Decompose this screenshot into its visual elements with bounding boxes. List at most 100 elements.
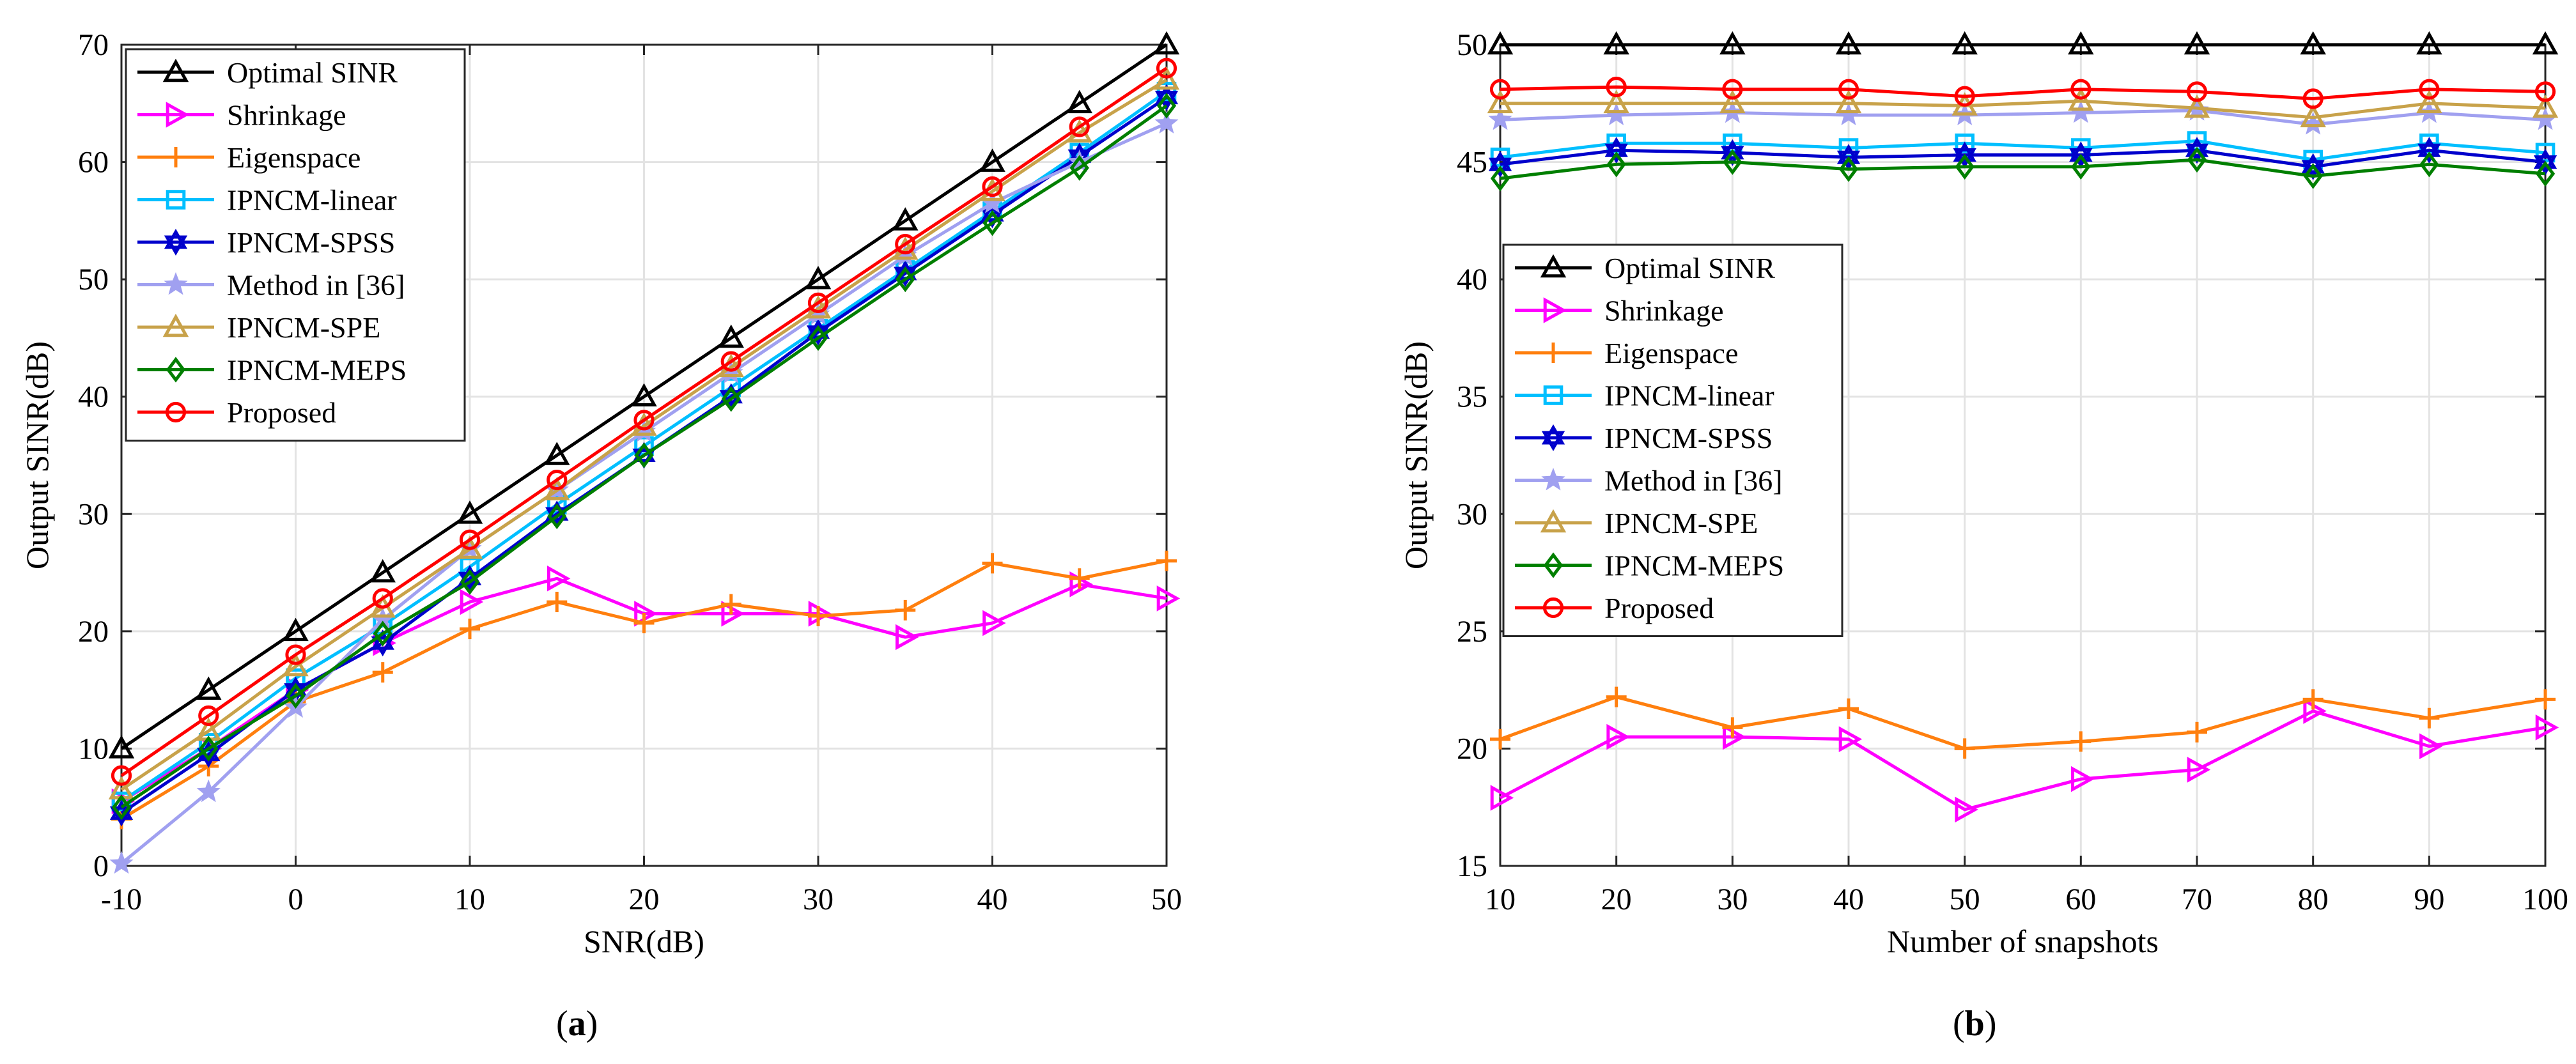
panel-b-series-shrinkage-point <box>1838 726 1863 752</box>
panel-a-series-optimal-sinr-point <box>283 617 309 642</box>
panel-b-legend-label: IPNCM-SPSS <box>1604 422 1773 454</box>
panel-a-series-proposed-point <box>459 529 481 550</box>
panel-a-series-ipncm-meps-point <box>721 386 741 412</box>
panel-b-legend-label: Optimal SINR <box>1604 252 1775 284</box>
panel-a-legend-item-ipncm-linear: IPNCM-linear <box>137 184 397 217</box>
panel-a-series-proposed-point <box>720 351 741 372</box>
panel-a-series-proposed <box>111 58 1177 786</box>
panel-a-series-proposed-point <box>198 705 219 727</box>
panel-b-series-shrinkage-point <box>2535 714 2559 741</box>
panel-a-ytick-label: 70 <box>78 28 109 62</box>
panel-b-xtick-label: 70 <box>2182 883 2212 916</box>
panel-a-series-ipncm-spe-line <box>120 78 1168 791</box>
panel-a-xtick-label: -10 <box>101 883 142 916</box>
panel-a-series-eigenspace-point <box>372 662 393 683</box>
panel-b-legend-marker <box>1540 509 1567 533</box>
panel-b-series-ipncm-meps-point <box>2419 151 2439 178</box>
panel-b-series-proposed-point <box>2419 79 2440 100</box>
panel-b-series-shrinkage-point <box>1606 723 1630 750</box>
panel-b-series-ipncm-spe-point <box>2184 94 2210 118</box>
panel-a-legend-label: Eigenspace <box>227 141 361 174</box>
panel-b-legend-item-optimal-sinr: Optimal SINR <box>1515 252 1775 284</box>
panel-a-series-optimal-sinr-point <box>631 383 657 407</box>
panel-a-series-eigenspace-point <box>547 591 568 612</box>
panel-b-legend-label: IPNCM-SPE <box>1604 507 1758 539</box>
panel-a-legend-label: IPNCM-MEPS <box>227 354 407 387</box>
panel-a-series-optimal-sinr-point <box>544 442 570 465</box>
panel-a-xtick-label: 20 <box>629 883 660 916</box>
panel-a-series-ipncm-meps <box>111 93 1177 821</box>
panel-b-series-optimal-sinr-point <box>2300 31 2326 55</box>
panel-b-legend-label: Proposed <box>1604 592 1714 624</box>
panel-b-series-eigenspace-point <box>1838 698 1859 720</box>
panel-a-series-proposed-point <box>372 588 393 609</box>
panel-a-ytick-label: 20 <box>78 615 109 649</box>
panel-b-ytick-label: 35 <box>1457 380 1487 414</box>
panel-b-series-eigenspace-point <box>1606 686 1627 707</box>
panel-b-legend-item-ipncm-linear: IPNCM-linear <box>1515 380 1774 412</box>
panel-a-series-ipncm-meps-point <box>286 682 306 709</box>
panel-b-series-method-in-36-point <box>1488 107 1512 130</box>
panel-b-series-ipncm-spe <box>1487 87 2559 128</box>
panel-b-series-shrinkage-point <box>1955 796 1978 823</box>
panel-a-letter: a <box>568 1004 586 1044</box>
panel-b-series-ipncm-meps <box>1490 146 2556 192</box>
panel-b-series-ipncm-linear-point <box>1490 147 1510 167</box>
panel-b-series-optimal-sinr-point <box>1487 31 1514 55</box>
panel-b-xtick-label: 100 <box>2522 883 2568 916</box>
panel-b-series-ipncm-meps-point <box>1955 153 1975 180</box>
panel-a-series-method-in-36-point <box>1154 111 1179 134</box>
panel-a-series-eigenspace-point <box>720 594 741 615</box>
panel-a-legend-marker <box>166 102 190 128</box>
panel-b-series-eigenspace <box>1490 686 2556 759</box>
panel-b-series-proposed-point <box>2534 81 2556 102</box>
panel-b-legend-marker <box>1541 424 1565 451</box>
panel-a-legend-marker <box>164 272 188 295</box>
panel-a-ytick-label: 60 <box>78 146 109 180</box>
panel-a-series-eigenspace-point <box>1069 568 1090 589</box>
panel-a-legend: Optimal SINR Shrinkage Eigenspace IPNCM-lin… <box>125 48 466 442</box>
panel-b-series-proposed-point <box>1838 79 1859 100</box>
panel-b-xlabel: Number of snapshots <box>1887 923 2159 959</box>
panel-b-series-ipncm-spe-point <box>2300 104 2326 128</box>
panel-b-series-proposed-point <box>1954 86 1975 107</box>
panel-a-series-ipncm-meps-point <box>982 210 1002 236</box>
panel-b-series-optimal-sinr <box>1487 31 2559 55</box>
panel-b-series-ipncm-meps-point <box>1838 156 1859 182</box>
panel-b-series-ipncm-spss-point <box>1953 141 1976 169</box>
panel-a-series-optimal-sinr-point <box>718 324 744 348</box>
panel-a-legend-marker <box>165 401 187 423</box>
panel-b-legend-marker <box>1543 297 1567 323</box>
panel-a-legend-item-method-in-36: Method in [36] <box>137 269 405 302</box>
panel-b-legend-item-method-in-36: Method in [36] <box>1515 465 1783 497</box>
panel-b-series-optimal-sinr-point <box>2068 31 2094 55</box>
panel-b-series-eigenspace-point <box>2535 689 2556 710</box>
panel-b-legend-item-eigenspace: Eigenspace <box>1515 337 1738 369</box>
panel-b-legend-marker <box>1540 254 1567 278</box>
panel-a-series-proposed-point <box>895 233 916 255</box>
panel-a-series-shrinkage-point <box>982 610 1006 636</box>
panel-b-chart: 10 20 30 40 50 60 70 80 90 100 15 20 25 30 35 40 45 50 Num… <box>1398 28 2568 959</box>
panel-a-series-proposed-point <box>1156 58 1177 79</box>
panel-b-series-eigenspace-line <box>1500 695 2546 750</box>
panel-b-series-optimal-sinr-point <box>1951 31 1978 55</box>
panel-b-series-ipncm-spss-point <box>1836 144 1861 171</box>
panel-b-series-ipncm-spe-point <box>1719 89 1746 114</box>
panel-b-series-ipncm-meps-point <box>2187 146 2207 173</box>
panel-a-legend-item-ipncm-spe: IPNCM-SPE <box>137 311 380 344</box>
panel-a-series-optimal-sinr-point <box>979 148 1005 172</box>
panel-a-series-proposed-point <box>1069 116 1090 137</box>
panel-b-legend: Optimal SINR Shrinkage Eigenspace IPNCM-lin… <box>1502 243 1843 637</box>
panel-a-series-optimal-sinr-point <box>369 559 396 583</box>
panel-a-legend-label: IPNCM-SPSS <box>227 226 395 259</box>
panel-b-series-ipncm-spe-line <box>1500 99 2546 120</box>
panel-b-series-proposed-point <box>1606 76 1627 98</box>
panel-a-ytick-label: 50 <box>78 263 109 297</box>
panel-b-series-eigenspace-point <box>1954 738 1975 759</box>
panel-a-series-ipncm-meps-point <box>896 266 915 293</box>
panel-a-caption: (a) <box>556 1004 598 1044</box>
panel-a-series-ipncm-meps-point <box>111 794 132 821</box>
panel-a-series-eigenspace-point <box>1156 550 1177 571</box>
panel-a-legend-marker <box>164 228 188 256</box>
panel-a-series-ipncm-meps-point <box>199 736 219 762</box>
